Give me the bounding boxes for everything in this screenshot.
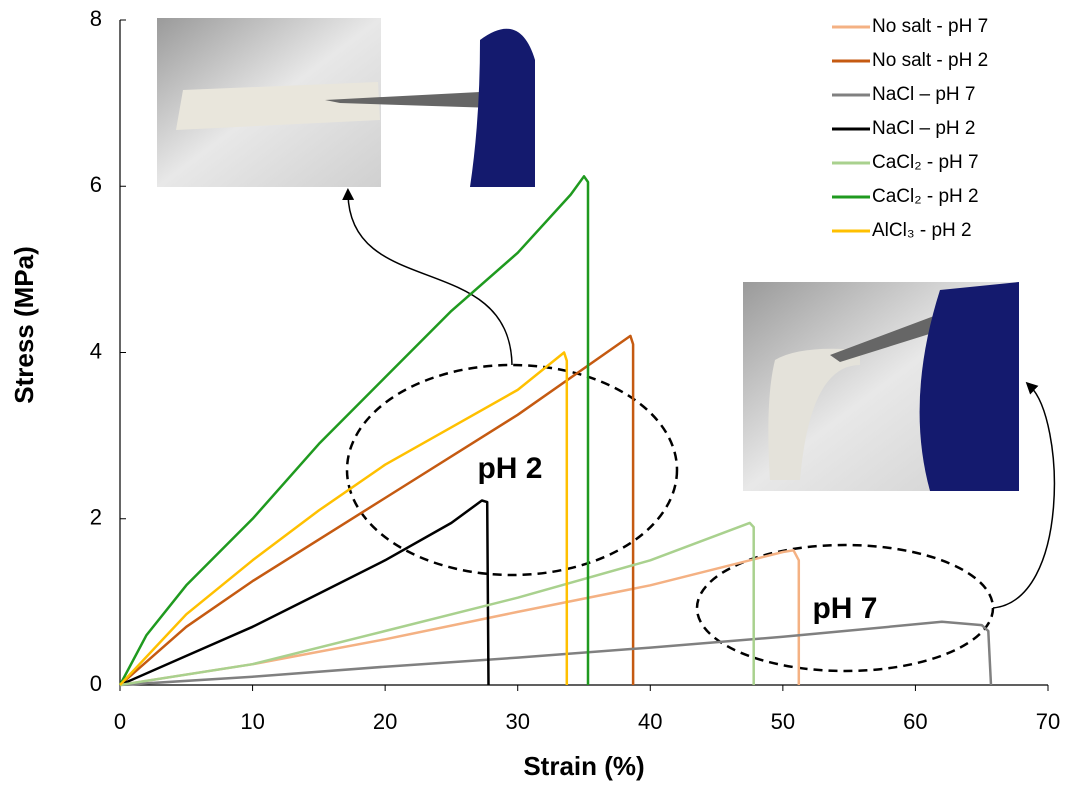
legend-label: No salt - pH 7 xyxy=(872,16,988,37)
legend-label: CaCl₂ - pH 7 xyxy=(872,152,979,173)
photo-inset xyxy=(743,282,1019,491)
x-tick-label: 20 xyxy=(373,709,397,734)
annotation: pH 2 xyxy=(477,452,542,485)
legend-label: No salt - pH 2 xyxy=(872,50,988,71)
annotation: pH 7 xyxy=(812,592,877,625)
data-line xyxy=(119,521,755,687)
x-tick-label: 60 xyxy=(903,709,927,734)
x-tick-label: 30 xyxy=(505,709,529,734)
legend-label: NaCl – pH 7 xyxy=(872,84,976,105)
photo-inset xyxy=(157,18,535,187)
x-tick-label: 10 xyxy=(240,709,264,734)
y-tick-label: 0 xyxy=(90,671,102,696)
x-tick-label: 40 xyxy=(638,709,662,734)
y-tick-label: 8 xyxy=(90,6,102,31)
y-tick-label: 4 xyxy=(90,338,102,363)
legend-label: NaCl – pH 2 xyxy=(872,118,976,139)
legend-label: CaCl₂ - pH 2 xyxy=(872,186,979,207)
y-tick-label: 6 xyxy=(90,172,102,197)
data-line xyxy=(119,499,490,687)
data-line xyxy=(119,351,569,686)
annotation-arrow xyxy=(342,188,513,366)
data-line xyxy=(119,334,635,686)
x-axis-title: Strain (%) xyxy=(523,751,644,781)
annotation-arrow xyxy=(992,381,1056,609)
legend-label: AlCl₃ - pH 2 xyxy=(872,220,972,241)
data-line xyxy=(119,549,801,687)
data-line xyxy=(119,620,993,687)
y-axis-title: Stress (MPa) xyxy=(9,246,39,404)
x-tick-label: 70 xyxy=(1036,709,1060,734)
y-tick-label: 2 xyxy=(90,505,102,530)
x-tick-label: 0 xyxy=(114,709,126,734)
x-tick-label: 50 xyxy=(771,709,795,734)
annotation-ellipse xyxy=(345,363,679,577)
data-line xyxy=(118,175,590,686)
